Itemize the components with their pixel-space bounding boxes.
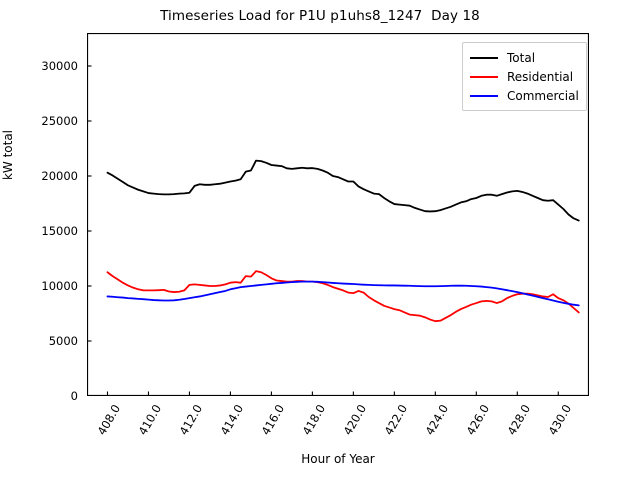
y-tick-label: 10000 <box>41 279 78 293</box>
legend-label: Residential <box>507 69 574 84</box>
y-tick-label: 25000 <box>41 114 78 128</box>
x-tick-label: 412.0 <box>176 402 206 438</box>
x-tick-label: 426.0 <box>463 402 493 438</box>
x-tick-label: 408.0 <box>95 402 124 438</box>
y-tick-label: 5000 <box>48 334 78 348</box>
legend-line-icon <box>470 56 498 59</box>
x-tick-label: 422.0 <box>381 402 411 438</box>
x-tick-label: 430.0 <box>545 402 575 438</box>
legend-label: Total <box>507 50 536 65</box>
legend-line-icon <box>470 94 498 97</box>
legend-entry: Total <box>470 48 579 67</box>
x-axis-label: Hour of Year <box>301 452 375 466</box>
x-tick-label: 416.0 <box>258 402 288 438</box>
legend-entry: Commercial <box>470 86 579 105</box>
x-tick-label: 424.0 <box>422 402 452 438</box>
x-axis-tick-labels: 408.0 410.0 412.0 414.0 416.0 418.0 420.0 422.0… <box>0 396 640 466</box>
y-tick-label: 15000 <box>41 224 78 238</box>
x-tick-label: 428.0 <box>504 402 534 438</box>
x-tick-label: 418.0 <box>299 402 329 438</box>
plot-area <box>87 33 589 396</box>
line-series-commercial <box>106 280 580 307</box>
legend-line-icon <box>470 75 498 78</box>
y-axis-label: kW total <box>1 129 15 181</box>
y-tick-label: 30000 <box>41 59 78 73</box>
data-lines <box>106 159 580 323</box>
line-series-residential <box>106 270 580 323</box>
y-axis-tick-labels: 0 5000 10000 15000 20000 25000 30000 <box>0 33 78 403</box>
line-series-total <box>106 159 580 222</box>
x-tick-label: 420.0 <box>340 402 370 438</box>
chart-title: Timeseries Load for P1U p1uhs8_1247 Day … <box>160 8 480 24</box>
chart-legend: Total Residential Commercial <box>462 42 587 111</box>
y-tick-label: 20000 <box>41 169 78 183</box>
y-tick-label: 0 <box>70 389 78 403</box>
axes-frame <box>87 33 589 396</box>
x-tick-label: 414.0 <box>217 402 247 438</box>
legend-entry: Residential <box>470 67 579 86</box>
legend-label: Commercial <box>507 88 579 103</box>
axes-spines <box>87 33 589 396</box>
x-tick-label: 410.0 <box>136 402 165 438</box>
